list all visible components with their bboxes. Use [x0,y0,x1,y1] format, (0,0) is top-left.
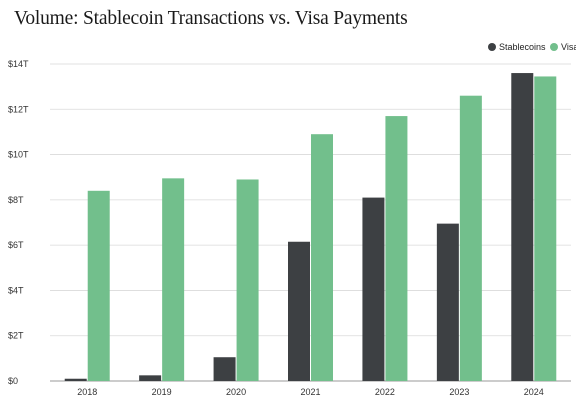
x-tick-label: 2024 [524,387,544,397]
legend: Stablecoins Visa [488,42,576,52]
bar-visa-2022 [385,116,408,381]
bar-visa-2023 [459,95,482,381]
y-tick-label: $12T [8,104,29,114]
bar-stablecoins-2019 [139,375,162,381]
x-axis-ticks: 2018 2019 2020 2021 2022 2023 2024 [77,387,544,397]
bar-visa-2024 [534,76,557,381]
y-tick-label: $4T [8,285,24,295]
x-tick-label: 2019 [152,387,172,397]
x-tick-label: 2023 [449,387,469,397]
y-tick-label: $2T [8,331,24,341]
bar-stablecoins-2022 [362,197,385,381]
legend-label-visa: Visa [561,42,576,52]
bar-stablecoins-2020 [213,357,236,381]
bar-visa-2018 [87,190,110,381]
bar-stablecoins-2023 [436,223,459,381]
legend-marker-visa [550,43,558,51]
x-tick-label: 2021 [300,387,320,397]
bars [64,73,557,382]
y-tick-label: $14T [8,59,29,69]
y-tick-label: $0 [8,376,18,386]
bar-visa-2019 [162,178,185,381]
bar-visa-2021 [311,134,333,381]
x-tick-label: 2020 [226,387,246,397]
chart-title: Volume: Stablecoin Transactions vs. Visa… [14,8,408,29]
legend-label-stablecoins: Stablecoins [499,42,546,52]
x-tick-label: 2018 [77,387,97,397]
gridlines [50,63,571,382]
legend-marker-stablecoins [488,43,496,51]
x-tick-label: 2022 [375,387,395,397]
bar-stablecoins-2021 [288,241,310,381]
bar-stablecoins-2024 [511,73,534,382]
y-axis-ticks: $0 $2T $4T $6T $8T $10T $12T $14T [8,59,29,386]
bar-visa-2020 [236,179,259,381]
y-tick-label: $6T [8,240,24,250]
y-tick-label: $10T [8,150,29,160]
bar-stablecoins-2018 [64,378,87,381]
y-tick-label: $8T [8,195,24,205]
